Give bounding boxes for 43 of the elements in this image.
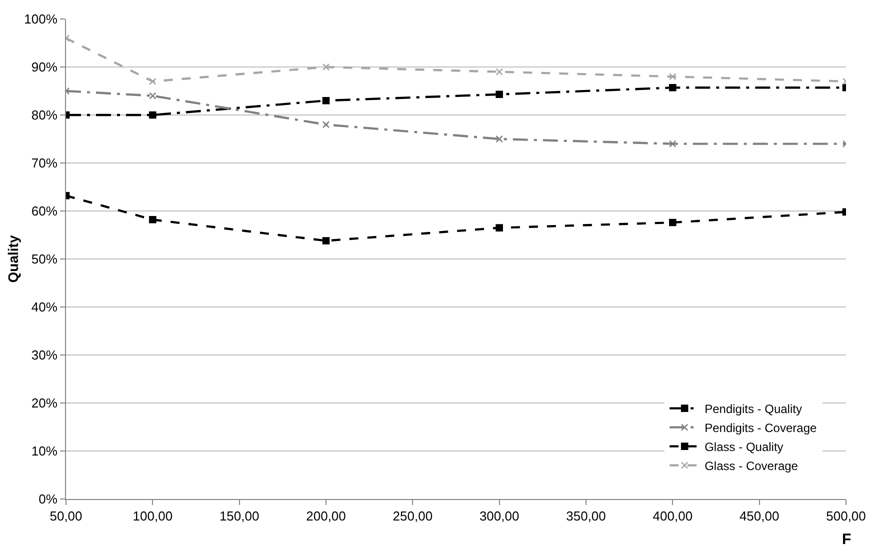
y-tick-label: 100% <box>24 12 58 27</box>
x-tick-label: 300,00 <box>479 508 520 524</box>
y-tick-label: 0% <box>38 492 58 507</box>
y-axis-title: Quality <box>4 235 21 283</box>
point <box>496 135 503 143</box>
point <box>322 237 330 244</box>
y-tick-label: 60% <box>31 204 58 219</box>
point <box>149 92 156 100</box>
point <box>322 63 330 71</box>
point <box>149 78 156 86</box>
point <box>322 120 330 128</box>
legend-label: Glass - Quality <box>704 440 784 454</box>
x-tick-label: 200,00 <box>306 508 346 524</box>
point <box>669 84 676 92</box>
point <box>669 218 676 226</box>
x-tick-label: 100,00 <box>132 508 173 524</box>
y-tick-label: 50% <box>31 252 58 267</box>
x-tick-label: 250,00 <box>392 508 433 524</box>
x-tick-label: 450,00 <box>739 508 780 524</box>
x-axis-title: F <box>842 531 852 547</box>
x-tick-label: 350,00 <box>566 508 606 524</box>
y-tick-label: 90% <box>31 60 58 75</box>
x-tick-label: 500,00 <box>826 508 866 524</box>
point <box>496 68 503 76</box>
y-tick-label: 40% <box>31 300 58 315</box>
point <box>496 224 503 232</box>
point <box>322 96 330 104</box>
point <box>669 140 676 148</box>
y-tick-label: 80% <box>31 108 58 123</box>
point <box>669 72 676 80</box>
x-tick-label: 50,00 <box>50 508 82 524</box>
y-tick-label: 70% <box>31 156 58 171</box>
legend-label: Pendigits - Quality <box>704 402 802 416</box>
x-tick-label: 400,00 <box>652 508 693 524</box>
x-tick-label: 150,00 <box>219 508 260 524</box>
y-tick-label: 30% <box>31 348 58 363</box>
point <box>149 111 156 119</box>
legend-label: Pendigits - Coverage <box>704 420 817 435</box>
y-tick-label: 20% <box>31 396 58 411</box>
legend-label: Glass - Coverage <box>704 458 798 473</box>
y-tick-label: 10% <box>31 444 58 459</box>
point <box>496 90 503 98</box>
point <box>149 216 156 224</box>
